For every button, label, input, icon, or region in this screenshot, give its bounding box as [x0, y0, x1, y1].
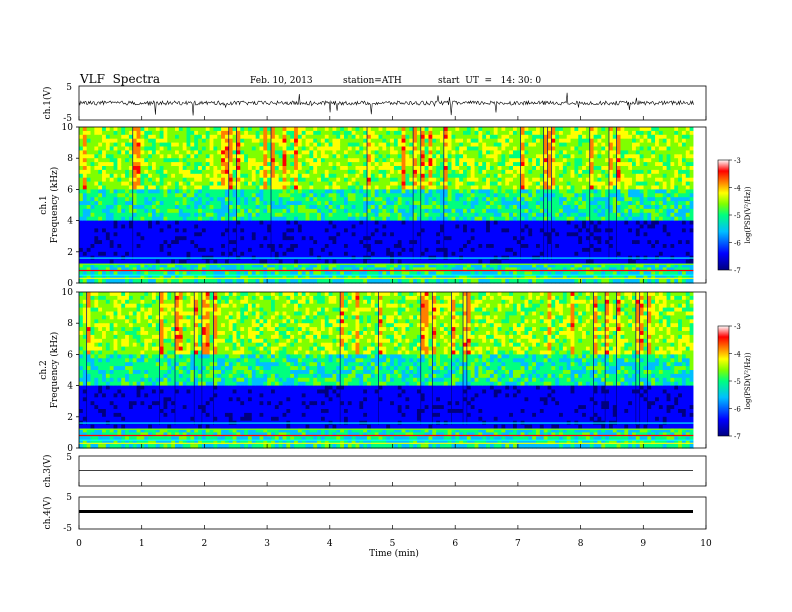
ch1-colorbar-label: log(PSD(V²/Hz))	[744, 186, 752, 243]
ch2-cbtick--5: -5	[734, 378, 741, 386]
time-tick-2: 2	[202, 539, 208, 549]
ch2-colorbar-label: log(PSD(V²/Hz))	[744, 352, 752, 409]
date-label: Feb. 10, 2013	[250, 76, 313, 86]
time-tick-1: 1	[139, 539, 145, 549]
time-tick-7: 7	[515, 539, 521, 549]
station-label: station=ATH	[343, 76, 402, 86]
ch2-spec-ylabel: ch.2	[39, 360, 49, 379]
ch1-ylabel: ch.1(V)	[42, 87, 53, 120]
ch1-spec-ylabel2: Frequency (kHz)	[49, 167, 60, 244]
ch1-ytick-top: 5	[66, 83, 72, 93]
ch1-freq-ytick-4: 4	[67, 217, 73, 227]
ch1-cbtick--7: -7	[734, 267, 741, 275]
ch1-spec-ylabel: ch.1	[39, 195, 49, 214]
time-tick-8: 8	[578, 539, 584, 549]
ch4-ytick-top: 5	[66, 493, 72, 503]
ch1-cbtick--3: -3	[734, 157, 741, 165]
time-axis: 0 1 2 3 4 5 6 7 8 9 10	[76, 116, 712, 549]
time-tick-5: 5	[390, 539, 396, 549]
ch2-freq-ytick-0: 0	[67, 444, 73, 454]
time-tick-4: 4	[327, 539, 333, 549]
time-tick-9: 9	[640, 539, 646, 549]
ch2-freq-ytick-4: 4	[67, 382, 73, 392]
ch2-freq-ytick-8: 8	[67, 319, 73, 329]
ch2-cbtick--3: -3	[734, 323, 741, 331]
ch1-freq-ytick-0: 0	[67, 279, 73, 289]
time-tick-0: 0	[76, 539, 82, 549]
ch1-waveform-trace	[78, 92, 694, 116]
ch1-cbtick--4: -4	[734, 185, 741, 193]
ch2-colorbar	[717, 325, 730, 437]
time-tick-10: 10	[700, 539, 712, 549]
ch2-cbtick--6: -6	[734, 406, 741, 414]
ch1-freq-ytick-2: 2	[67, 248, 73, 258]
ch1-cbtick--6: -6	[734, 240, 741, 248]
ch1-cbtick--5: -5	[734, 212, 741, 220]
ch2-spec-ylabel2: Frequency (kHz)	[49, 332, 60, 409]
chart-title: VLF Spectra	[80, 72, 161, 86]
ch2-freq-ytick-10: 10	[62, 288, 74, 298]
ch1-freq-ytick-6: 6	[67, 185, 73, 195]
ch4-ylabel: ch.4(V)	[42, 497, 53, 530]
ch2-freq-ytick-6: 6	[67, 350, 73, 360]
time-tick-6: 6	[452, 539, 458, 549]
ch1-colorbar	[717, 159, 730, 271]
ch1-freq-ytick-8: 8	[67, 154, 73, 164]
ch1-ytick-bottom: -5	[63, 114, 72, 124]
ch3-ytick-top: 5	[66, 453, 72, 463]
ch1-freq-ytick-10: 10	[62, 123, 74, 133]
ch2-cbtick--7: -7	[734, 433, 741, 441]
ch2-spectrogram-image	[79, 292, 706, 449]
ch1-spectrogram-image	[79, 127, 706, 284]
ch2-freq-ytick-2: 2	[67, 413, 73, 423]
ch4-ytick-bottom: -5	[63, 524, 72, 534]
ch3-ylabel: ch.3(V)	[42, 455, 53, 488]
ch2-cbtick--4: -4	[734, 351, 741, 359]
start-time-label: start UT = 14: 30: 0	[438, 76, 542, 86]
x-axis-label: Time (min)	[369, 548, 419, 559]
time-tick-3: 3	[264, 539, 270, 549]
